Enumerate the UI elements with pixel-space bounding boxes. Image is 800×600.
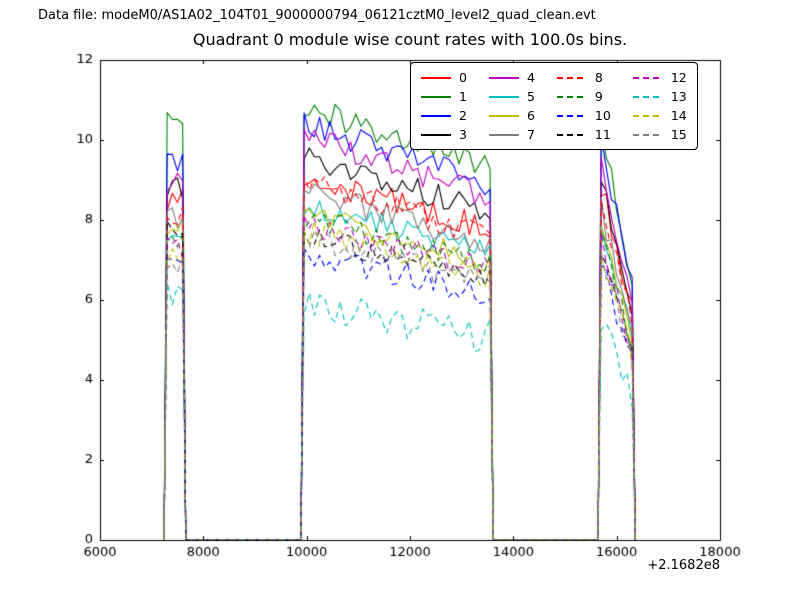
- dashed-line-sample-icon: [632, 76, 663, 79]
- legend-label: 11: [594, 127, 611, 142]
- solid-line-sample-icon: [488, 133, 519, 136]
- legend-item-15: 15: [632, 127, 687, 142]
- dashed-line-sample-icon: [556, 133, 587, 136]
- dashed-line-sample-icon: [632, 95, 663, 98]
- legend-label: 8: [594, 70, 603, 85]
- legend-label: 0: [459, 70, 467, 85]
- legend-label: 6: [526, 108, 535, 123]
- legend-item-5: 5: [488, 89, 535, 104]
- legend-label: 9: [594, 89, 603, 104]
- solid-line-sample-icon: [488, 95, 519, 98]
- legend-item-10: 10: [556, 108, 611, 123]
- dashed-line-sample-icon: [556, 76, 587, 79]
- legend-label: 5: [526, 89, 535, 104]
- dashed-line-sample-icon: [632, 133, 663, 136]
- legend-label: 12: [670, 70, 687, 85]
- dashed-line-sample-icon: [632, 114, 663, 117]
- data-file-label: Data file: modeM0/AS1A02_104T01_90000007…: [38, 8, 596, 23]
- legend-label: 10: [594, 108, 611, 123]
- legend-label: 3: [459, 127, 467, 142]
- legend-item-0: 0: [421, 70, 467, 85]
- legend-label: 4: [526, 70, 535, 85]
- legend-item-14: 14: [632, 108, 687, 123]
- dashed-line-sample-icon: [556, 95, 587, 98]
- legend-label: 2: [459, 108, 467, 123]
- solid-line-sample-icon: [488, 76, 519, 79]
- legend-item-13: 13: [632, 89, 687, 104]
- legend-label: 15: [670, 127, 687, 142]
- legend-item-7: 7: [488, 127, 535, 142]
- solid-line-sample-icon: [421, 133, 451, 136]
- legend-label: 7: [526, 127, 535, 142]
- legend-item-8: 8: [556, 70, 611, 85]
- legend-item-3: 3: [421, 127, 467, 142]
- solid-line-sample-icon: [421, 95, 451, 98]
- legend-item-11: 11: [556, 127, 611, 142]
- chart-title: Quadrant 0 module wise count rates with …: [192, 30, 628, 49]
- solid-line-sample-icon: [421, 76, 451, 79]
- legend-item-4: 4: [488, 70, 535, 85]
- legend-item-6: 6: [488, 108, 535, 123]
- legend-label: 13: [670, 89, 687, 104]
- dashed-line-sample-icon: [556, 114, 587, 117]
- legend-label: 1: [459, 89, 467, 104]
- solid-line-sample-icon: [488, 114, 519, 117]
- x-axis-offset-label: +2.1682e8: [647, 558, 720, 573]
- legend: 0 1 2 3 4 5 6 7 8 9 10 11 12 13 14 15: [410, 62, 698, 150]
- legend-item-12: 12: [632, 70, 687, 85]
- legend-item-9: 9: [556, 89, 611, 104]
- solid-line-sample-icon: [421, 114, 451, 117]
- legend-label: 14: [670, 108, 687, 123]
- legend-item-1: 1: [421, 89, 467, 104]
- legend-item-2: 2: [421, 108, 467, 123]
